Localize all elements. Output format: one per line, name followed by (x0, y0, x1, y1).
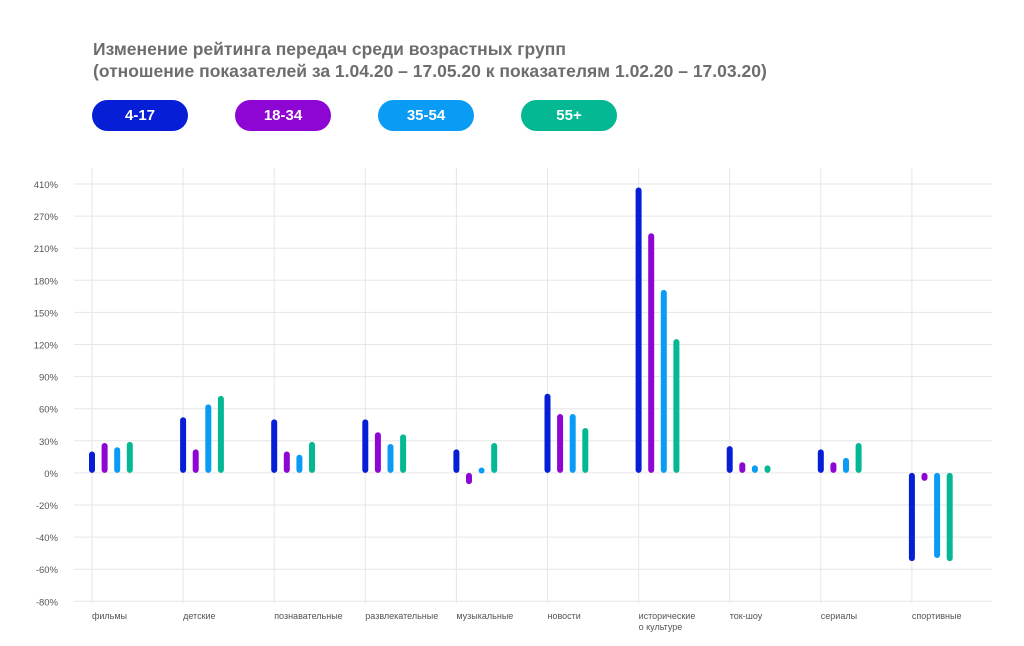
x-tick-label: исторические (639, 611, 696, 621)
y-tick-label: -60% (36, 565, 59, 576)
x-tick-label: о культуре (639, 622, 683, 632)
x-tick-label: развлекательные (365, 611, 438, 621)
chart-title: Изменение рейтинга передач среди возраст… (93, 38, 767, 82)
chart-title-line: Изменение рейтинга передач среди возраст… (93, 39, 566, 59)
x-tick-label: сериалы (821, 611, 857, 621)
legend-item-18-34: 18-34 (235, 100, 331, 131)
y-tick-label: -40% (36, 533, 59, 544)
legend-item-55-plus: 55+ (521, 100, 617, 131)
chart-subtitle: (отношение показателей за 1.04.20 – 17.0… (93, 61, 767, 81)
legend-item-4-17: 4-17 (92, 100, 188, 131)
x-tick-label: новости (548, 611, 581, 621)
y-tick-label: 0% (44, 469, 58, 480)
legend: 4-17 18-34 35-54 55+ (92, 100, 617, 131)
x-tick-label: спортивные (912, 611, 962, 621)
x-tick-label: фильмы (92, 611, 127, 621)
y-tick-label: 90% (39, 373, 59, 384)
y-tick-label: 150% (34, 308, 59, 319)
y-tick-label: -20% (36, 501, 59, 512)
y-tick-label: 180% (34, 276, 59, 287)
x-tick-label: детские (183, 611, 215, 621)
y-tick-label: 270% (34, 212, 59, 223)
y-tick-label: -80% (36, 597, 59, 608)
y-tick-label: 410% (34, 180, 59, 191)
x-tick-label: познавательные (274, 611, 342, 621)
x-tick-label: ток-шоу (730, 611, 763, 621)
legend-item-35-54: 35-54 (378, 100, 474, 131)
y-tick-label: 60% (39, 405, 59, 416)
y-tick-label: 120% (34, 341, 59, 352)
y-tick-label: 210% (34, 244, 59, 255)
x-tick-label: музыкальные (456, 611, 513, 621)
y-tick-label: 30% (39, 437, 59, 448)
